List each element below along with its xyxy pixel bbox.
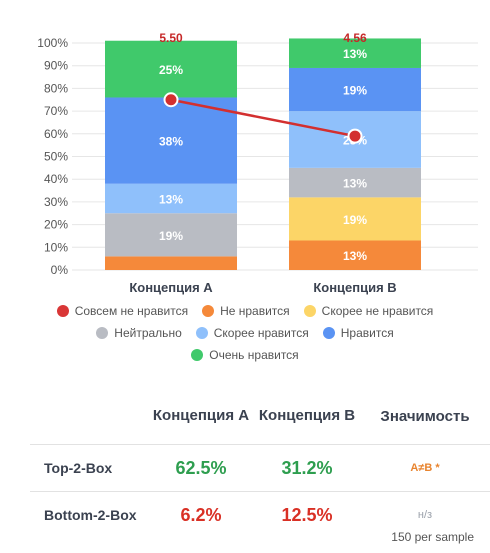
segment-label: 13% <box>343 47 367 61</box>
mean-line <box>170 98 356 138</box>
row-bottom2box: Bottom-2-Box 6.2% 12.5% н/з <box>30 491 490 538</box>
bar-segment <box>289 67 421 112</box>
legend-swatch <box>96 327 109 339</box>
y-tick-label: 20% <box>44 218 68 232</box>
segment-label: 25% <box>159 63 183 77</box>
legend-swatch <box>195 327 208 339</box>
value-a: 6.2% <box>180 504 222 525</box>
y-tick-label: 80% <box>44 81 68 95</box>
y-tick-label: 40% <box>44 172 68 186</box>
legend-item: Скорее нравится <box>195 326 309 340</box>
header-concept-a: Концепция A <box>152 407 250 424</box>
bar-segment <box>105 256 237 270</box>
value-a: 62.5% <box>175 457 227 478</box>
bar-segment <box>289 197 421 241</box>
value-b: 12.5% <box>281 504 333 525</box>
y-tick-label: 60% <box>44 127 68 141</box>
segment-label: 19% <box>159 229 183 243</box>
bar-segment <box>289 240 421 270</box>
header-significance: Значимость <box>380 407 470 425</box>
legend-item: Нравится <box>322 326 394 340</box>
mean-value-label: 4.56 <box>343 31 367 45</box>
bar-segment <box>289 38 421 68</box>
bar-segment <box>105 183 237 214</box>
legend-item: Не нравится <box>202 304 290 318</box>
y-tick-label: 0% <box>51 263 69 277</box>
legend-swatch <box>303 305 316 317</box>
legend-label: Нравится <box>340 326 394 340</box>
y-tick-label: 100% <box>37 36 68 50</box>
segment-label: 19% <box>343 84 367 98</box>
legend-item: Скорее не нравится <box>303 304 434 318</box>
row-top2box: Top-2-Box 62.5% 31.2% A≠B * <box>30 444 490 491</box>
row-label: Bottom-2-Box <box>44 507 137 523</box>
legend-label: Скорее не нравится <box>321 304 434 318</box>
legend-swatch <box>202 305 215 317</box>
y-tick-label: 10% <box>44 240 68 254</box>
legend-swatch <box>191 349 204 361</box>
segment-label: 19% <box>343 213 367 227</box>
segment-label: 13% <box>343 177 367 191</box>
mean-value-label: 5.50 <box>159 31 183 45</box>
header-concept-b: Концепция B <box>258 407 356 424</box>
legend-item: Совсем не нравится <box>56 304 189 318</box>
x-category-label: Концепция B <box>313 280 396 295</box>
legend-item: Нейтрально <box>96 326 182 340</box>
y-tick-label: 90% <box>44 59 68 73</box>
summary-header: Концепция A Концепция B Значимость <box>30 388 490 444</box>
legend-swatch <box>322 327 335 339</box>
y-tick-label: 70% <box>44 104 68 118</box>
significance-value: н/з <box>417 509 433 521</box>
bar-segment <box>105 40 237 98</box>
bar-segment <box>289 167 421 198</box>
row-label: Top-2-Box <box>44 460 113 476</box>
summary-table: Концепция A Концепция B Значимость Top-2… <box>30 388 490 538</box>
x-category-label: Концепция A <box>129 280 213 295</box>
mean-point <box>163 92 179 108</box>
stacked-bar-chart: 0% 10% 20% 30% 40% 50% 60% 70% 80% 90% 100% 19% 13% 3… <box>37 31 478 295</box>
y-tick-label: 50% <box>44 150 68 164</box>
segment-label: 13% <box>343 249 367 263</box>
legend-label: Не нравится <box>220 304 290 318</box>
chart-legend: Совсем не нравится Не нравится Скорее не н… <box>0 304 490 362</box>
y-tick-label: 30% <box>44 195 68 209</box>
segment-label: 38% <box>159 135 183 149</box>
legend-label: Скорее нравится <box>213 326 309 340</box>
value-b: 31.2% <box>281 457 333 478</box>
legend-label: Нейтрально <box>114 326 182 340</box>
mean-point <box>347 128 363 144</box>
bar-segment <box>105 97 237 184</box>
legend-item: Очень нравится <box>191 348 299 362</box>
legend-swatch <box>56 305 69 317</box>
legend-label: Совсем не нравится <box>74 304 189 318</box>
significance-value: A≠B * <box>410 462 440 474</box>
bar-segment <box>105 213 237 257</box>
segment-label: 13% <box>159 192 183 206</box>
sample-size-note: 150 per sample <box>391 530 474 544</box>
legend-label: Очень нравится <box>209 348 299 362</box>
